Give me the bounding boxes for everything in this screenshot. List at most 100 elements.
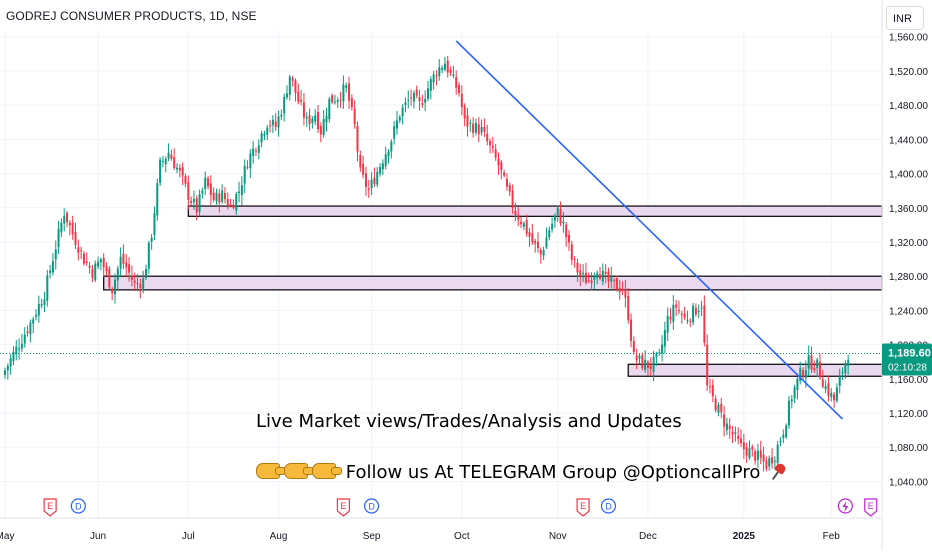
candle — [725, 417, 728, 435]
candle — [573, 255, 576, 268]
candle — [91, 265, 94, 283]
candle — [187, 175, 190, 210]
svg-text:E: E — [340, 501, 346, 511]
candle — [429, 76, 432, 100]
candle — [799, 361, 802, 385]
split-marker[interactable] — [837, 498, 853, 514]
candle — [204, 171, 207, 196]
candle — [742, 433, 745, 459]
candle — [610, 266, 613, 289]
candle — [353, 100, 356, 129]
candle — [286, 85, 288, 100]
descending-trendline[interactable] — [455, 40, 844, 420]
bar-countdown: 02:10:28 — [888, 363, 927, 374]
candle — [215, 188, 218, 205]
candle — [584, 262, 587, 285]
candle — [680, 310, 683, 324]
candle — [119, 247, 122, 277]
promo-telegram-text: Follow us At TELEGRAM Group @OptioncallP… — [345, 462, 761, 483]
candle — [336, 97, 339, 108]
candle — [618, 279, 621, 300]
last-price-badge: 1,189.60 02:10:28 — [882, 343, 932, 376]
candle — [596, 270, 599, 285]
candle — [590, 272, 593, 291]
candle — [176, 163, 179, 174]
candle — [500, 160, 503, 180]
candle — [212, 187, 215, 203]
dividend-marker[interactable]: D — [70, 498, 86, 514]
candle — [827, 375, 830, 402]
pointing-hand-icon — [284, 463, 314, 479]
candle — [356, 121, 359, 162]
candle — [505, 173, 508, 191]
x-tick-label: 2025 — [733, 531, 756, 542]
support-resistance-zone[interactable] — [187, 205, 883, 217]
y-tick-label: 1,560.00 — [889, 33, 928, 44]
candle — [534, 238, 537, 253]
candle — [748, 440, 751, 460]
svg-text:E: E — [580, 501, 586, 511]
candle — [438, 59, 441, 81]
candle — [847, 354, 850, 375]
candle — [49, 265, 52, 279]
earnings-marker[interactable]: E — [576, 498, 590, 517]
candle — [835, 383, 838, 403]
candle — [652, 350, 655, 382]
candle — [765, 456, 768, 472]
candle — [452, 65, 455, 79]
y-tick-label: 1,520.00 — [889, 67, 928, 78]
dividend-marker[interactable]: D — [364, 498, 380, 514]
candle — [472, 117, 475, 138]
y-tick-label: 1,280.00 — [889, 272, 928, 283]
candle — [18, 338, 21, 360]
candle — [813, 360, 816, 374]
candle — [658, 348, 661, 356]
candle — [489, 138, 492, 154]
candle — [646, 360, 649, 376]
candle — [627, 287, 630, 324]
dividend-marker[interactable]: D — [600, 498, 617, 514]
candle — [790, 395, 793, 409]
earnings-marker[interactable]: E — [43, 498, 57, 517]
candle — [508, 182, 511, 197]
currency-selector[interactable]: INR — [886, 6, 924, 30]
candle — [582, 264, 585, 283]
candle — [709, 378, 711, 394]
candle — [283, 93, 286, 122]
last-price-value: 1,189.60 — [888, 348, 931, 360]
candle — [333, 94, 336, 105]
svg-text:E: E — [47, 501, 53, 511]
candle — [46, 269, 49, 307]
svg-text:D: D — [75, 502, 82, 512]
candle — [497, 152, 500, 175]
earnings-marker[interactable]: E — [864, 498, 878, 517]
candle — [717, 402, 720, 417]
candle — [29, 319, 32, 343]
candle — [463, 103, 466, 127]
candle — [649, 357, 652, 376]
candle — [387, 149, 390, 164]
support-resistance-zone[interactable] — [627, 363, 883, 377]
candle — [66, 211, 69, 228]
candle — [644, 350, 647, 373]
candle — [184, 173, 187, 188]
x-tick-label: Sep — [363, 531, 381, 542]
candle — [745, 442, 748, 463]
candle — [460, 85, 463, 116]
candle — [630, 313, 633, 348]
support-resistance-zone[interactable] — [103, 275, 883, 291]
x-tick-label: Jul — [182, 531, 195, 542]
candle — [229, 198, 232, 208]
candle — [491, 137, 494, 154]
candle — [838, 368, 841, 394]
y-tick-label: 1,040.00 — [889, 477, 928, 488]
candle — [604, 263, 607, 284]
candle — [348, 76, 351, 110]
earnings-marker[interactable]: E — [336, 498, 350, 517]
candle — [568, 230, 570, 252]
candle — [638, 353, 641, 365]
candle — [395, 110, 398, 135]
candle — [762, 446, 765, 472]
